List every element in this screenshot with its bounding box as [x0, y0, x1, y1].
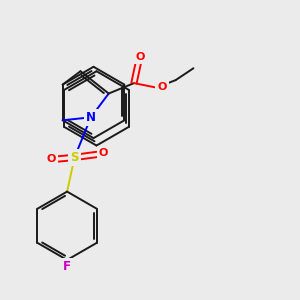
Text: S: S [70, 151, 79, 164]
Text: O: O [99, 148, 108, 158]
Text: O: O [135, 52, 145, 62]
Text: O: O [47, 154, 56, 164]
Text: N: N [86, 111, 96, 124]
Text: O: O [158, 82, 167, 92]
Text: F: F [63, 260, 71, 273]
